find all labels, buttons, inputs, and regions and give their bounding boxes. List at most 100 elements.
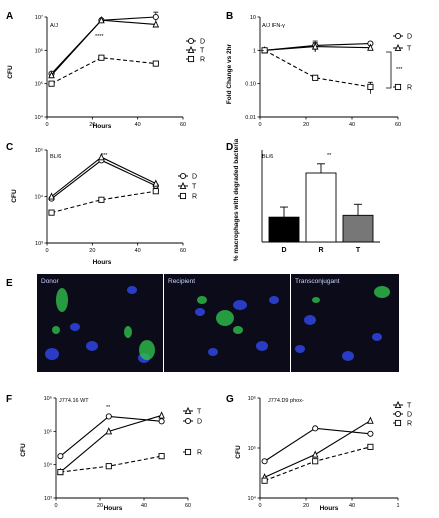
y-tick-label: 10⁶ [35,47,43,54]
panel-label-b: B [226,11,233,22]
legend-label-T: T [192,184,197,191]
x-tick-label-R: R [318,247,323,254]
x-tick-label: 20 [303,503,309,509]
y-tick-label: 10⁶ [44,395,52,402]
panel-b-ylabel: Fold Change vs 2hr [226,43,233,104]
x-tick-label: 60 [180,248,186,254]
panel-a-ylabel: CFU [7,65,14,79]
x-tick-label: 20 [303,122,309,128]
legend-marker-T [179,181,187,190]
legend-label-T: T [407,403,412,410]
panel-f-ylabel: CFU [20,443,27,457]
x-tick-label: 0 [258,503,261,509]
legend-label-D: D [192,174,197,181]
series-D [48,157,159,202]
panel-g-ylabel: CFU [235,445,242,459]
legend-label-D: D [200,39,205,46]
legend-label-R: R [200,57,205,64]
legend-marker-D [394,32,402,40]
data-point-R [261,477,268,484]
data-point-T [311,42,319,50]
data-point-D [312,425,319,432]
x-tick-label-D: D [281,247,286,254]
panel-c-xlabel: Hours [93,259,112,266]
gfp-signal [52,286,390,360]
data-point-T [98,16,105,24]
data-point-T [105,427,113,435]
series-line-T [51,19,156,76]
y-tick-label: 10⁴ [44,462,53,469]
micrograph-label-donor: Donor [41,278,60,285]
legend-label-D: D [407,412,412,419]
panel-a-significance: **** [95,34,104,40]
panel-b-significance: *** [396,67,403,73]
y-tick-label: 1 [253,48,256,54]
data-point-D [105,413,112,420]
data-point-T [367,416,374,424]
legend-marker-D [184,417,192,425]
series-line-D [51,16,156,75]
panel-c-significance: *** [101,153,108,159]
legend-marker-R [184,448,192,456]
series-line-T [51,156,157,197]
panel-d-significance: ** [327,153,332,159]
series-line-D [60,415,162,457]
legend-label-R: R [197,450,202,457]
legend-label-R: R [192,194,197,201]
panel-label-g: G [226,394,234,405]
series-T [48,16,160,79]
series-line-R [51,57,156,85]
bar-T [342,214,374,243]
data-point-R [98,196,105,203]
data-point-R [367,443,374,450]
x-tick-label: 0 [45,122,48,128]
legend-marker-T [394,43,402,52]
legend-label-D: D [197,419,202,426]
series-line-R [51,190,156,214]
y-tick-label: 10⁵ [35,81,43,88]
x-tick-label: 0 [54,503,57,509]
series-R [261,443,374,484]
y-tick-label: 10⁴ [35,194,44,201]
legend-marker-D [394,410,402,418]
data-point-D [158,418,165,425]
panel-label-c: C [6,142,13,153]
x-tick-label-T: T [356,247,361,254]
y-tick-label: 10 [250,15,256,21]
y-tick-label: 10⁴ [35,114,44,121]
x-tick-label: 60 [395,122,401,128]
data-point-D [57,453,64,460]
x-tick-label: 40 [141,503,147,509]
panel-f-significance: ** [106,405,111,411]
panel-d-ylabel: % macrophages with degraded bacteria [233,138,240,261]
series-T [48,153,160,200]
legend-marker-R [394,419,402,427]
legend-marker-T [184,406,192,415]
micrograph-label-recipient: Recipient [168,278,195,285]
y-tick-label: 10⁴ [248,495,257,502]
data-point-T [48,192,55,200]
panel-c-ylabel: CFU [11,189,18,203]
panel-e-micrographs: Donor Recipient Transconjugant [37,274,399,372]
y-tick-label: 0.10 [245,82,256,88]
series-R [48,54,159,87]
data-point-D [367,430,374,437]
x-tick-label: 20 [89,122,95,128]
micrograph-label-transconjugant: Transconjugant [295,278,340,285]
panel-b-condition: A/J IFN-γ [262,23,285,29]
legend-label-T: T [407,46,412,53]
data-point-T [158,411,165,419]
data-point-R [98,54,105,61]
x-tick-label: 60 [185,503,191,509]
panel-g-xlabel: Hours [320,505,339,512]
data-point-R [312,458,319,465]
x-tick-label: 20 [97,503,103,509]
y-tick-label: 10⁶ [248,395,256,402]
data-point-R [312,74,319,81]
data-point-T [98,153,105,161]
